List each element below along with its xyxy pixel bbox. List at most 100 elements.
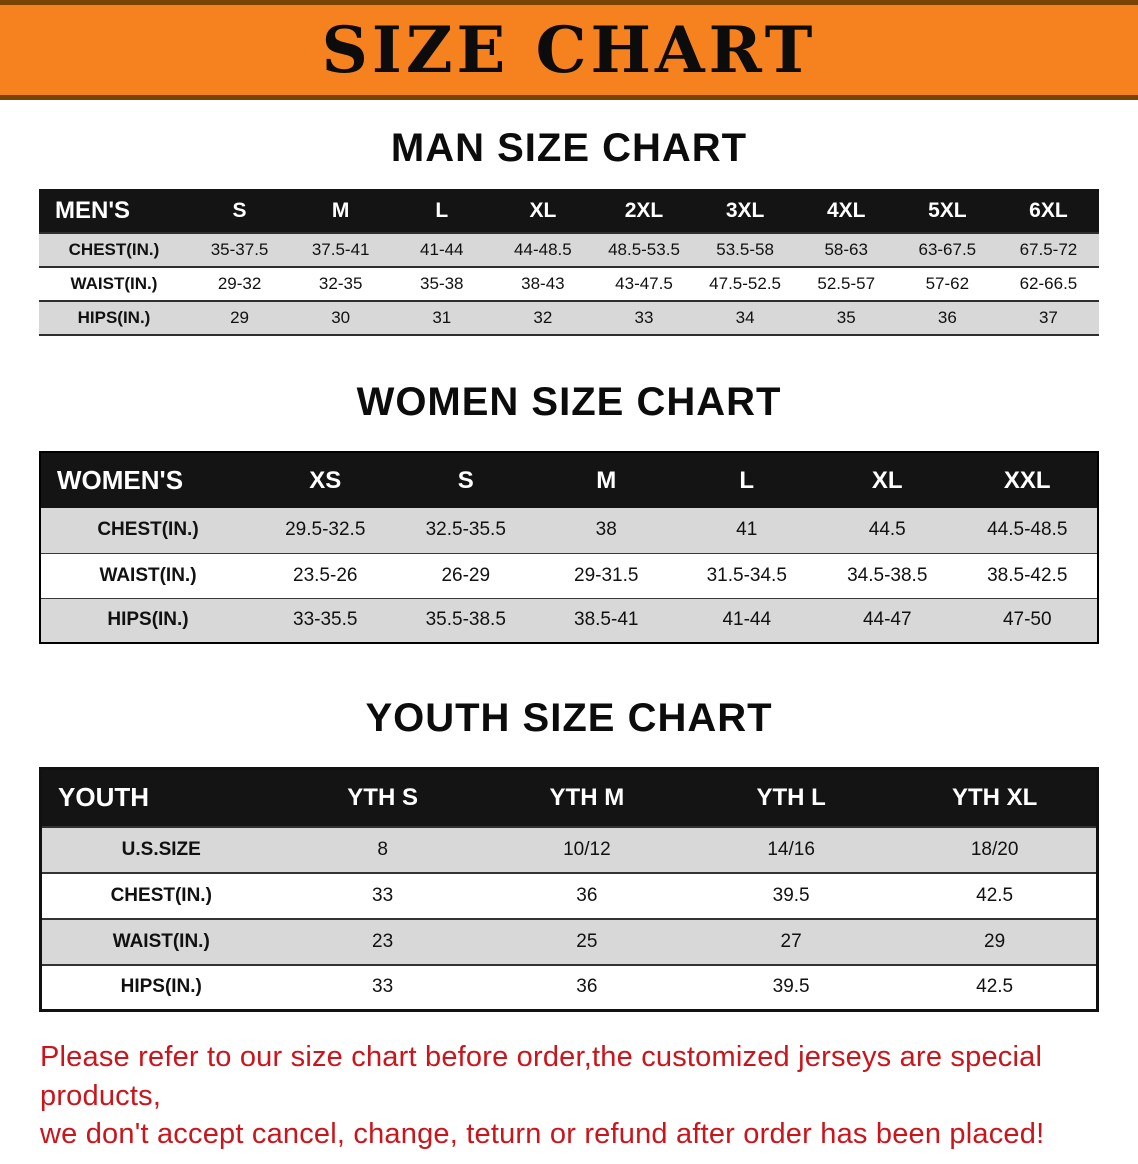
size-value: 8 (377, 838, 388, 860)
size-value: 38 (595, 519, 617, 541)
table-row: HIPS(IN.) 33 36 39.5 42.5 (40, 964, 1098, 1011)
size-column-header: 2XL (593, 189, 695, 233)
size-column-header: XXL (957, 452, 1098, 508)
men-size-section: MAN SIZE CHART MEN'S S M L XL 2XL 3XL 4XL 5XL 6XL… (0, 126, 1138, 336)
size-value: 34 (735, 308, 755, 327)
size-column-header: S (189, 189, 291, 233)
size-value: 34.5-38.5 (847, 564, 928, 586)
page-title: SIZE CHART (321, 12, 817, 88)
table-row: HIPS(IN.) 29 30 31 32 33 34 35 36 37 (39, 301, 1099, 335)
size-value: 43-47.5 (615, 274, 673, 293)
size-value: 31 (432, 308, 452, 327)
size-value: 41-44 (722, 609, 772, 631)
size-value: 23 (372, 930, 394, 952)
table-row: WAIST(IN.) 29-32 32-35 35-38 38-43 43-47.5 47.… (39, 267, 1099, 301)
size-value: 14/16 (767, 838, 815, 860)
table-corner-label: MEN'S (39, 189, 189, 233)
size-value: 53.5-58 (716, 240, 774, 259)
women-size-table: WOMEN'S XS S M L XL XXL CHEST(IN.) 29.5-32.5 32.5… (39, 451, 1099, 644)
size-value: 44.5 (868, 519, 906, 541)
size-value: 32 (533, 308, 553, 327)
table-row: CHEST(IN.) 29.5-32.5 32.5-35.5 38 41 44.5 44.5… (40, 508, 1098, 553)
size-column-header: L (676, 452, 817, 508)
size-column-header: YTH S (280, 768, 485, 827)
women-section-title: WOMEN SIZE CHART (356, 380, 782, 424)
size-value: 29 (984, 930, 1006, 952)
size-column-header: XS (255, 452, 396, 508)
size-value: 57-62 (925, 274, 970, 293)
size-value: 35 (836, 308, 856, 327)
size-value: 41-44 (420, 240, 464, 259)
size-value: 42.5 (976, 884, 1014, 906)
table-header-row: YOUTH YTH S YTH M YTH L YTH XL (40, 768, 1098, 827)
table-corner-label: WOMEN'S (40, 452, 255, 508)
table-header-row: WOMEN'S XS S M L XL XXL (40, 452, 1098, 508)
size-value: 32-35 (318, 274, 363, 293)
size-value: 48.5-53.5 (608, 240, 680, 259)
size-value: 23.5-26 (293, 564, 358, 586)
size-value: 35.5-38.5 (425, 609, 506, 631)
size-column-header: S (395, 452, 536, 508)
row-label: CHEST(IN.) (68, 240, 160, 259)
size-value: 31.5-34.5 (706, 564, 787, 586)
men-section-title: MAN SIZE CHART (390, 126, 748, 170)
size-value: 36 (576, 976, 598, 998)
size-column-header: L (391, 189, 493, 233)
size-value: 47.5-52.5 (709, 274, 782, 293)
size-value: 62-66.5 (1019, 274, 1078, 293)
size-column-header: YTH M (484, 768, 689, 827)
disclaimer-line: we don't accept cancel, change, teturn o… (40, 1118, 1045, 1151)
size-value: 29 (230, 308, 250, 327)
table-header-row: MEN'S S M L XL 2XL 3XL 4XL 5XL 6XL (39, 189, 1099, 233)
table-row: WAIST(IN.) 23.5-26 26-29 29-31.5 31.5-34.5 34… (40, 553, 1098, 598)
size-value: 42.5 (976, 976, 1014, 998)
size-value: 58-63 (824, 240, 868, 259)
size-value: 29-32 (217, 274, 262, 293)
size-value: 52.5-57 (817, 274, 876, 293)
size-column-header: YTH L (689, 768, 894, 827)
men-size-table: MEN'S S M L XL 2XL 3XL 4XL 5XL 6XL CHEST(IN.) 35-37… (39, 189, 1099, 336)
size-value: 33 (372, 884, 394, 906)
disclaimer-line: Please refer to our size chart before or… (40, 1041, 1043, 1112)
table-row: CHEST(IN.) 35-37.5 37.5-41 41-44 44-48.5 48.5… (39, 233, 1099, 267)
size-value: 36 (576, 884, 598, 906)
size-column-header: 3XL (694, 189, 796, 233)
size-value: 38-43 (521, 274, 565, 293)
size-column-header: 6XL (997, 189, 1099, 233)
size-value: 27 (780, 930, 802, 952)
size-value: 41 (736, 519, 758, 541)
size-column-header: 4XL (795, 189, 897, 233)
size-value: 38.5-42.5 (987, 564, 1068, 586)
size-value: 44.5-48.5 (987, 519, 1068, 541)
women-size-section: WOMEN SIZE CHART WOMEN'S XS S M L XL XXL CHEST(… (0, 380, 1138, 644)
youth-section-title: YOUTH SIZE CHART (365, 696, 773, 740)
banner: SIZE CHART (0, 0, 1138, 100)
row-label: WAIST(IN.) (112, 930, 210, 952)
size-value: 32.5-35.5 (425, 519, 506, 541)
size-value: 35-38 (420, 274, 464, 293)
size-value: 29-31.5 (574, 564, 639, 586)
size-value: 30 (331, 308, 351, 327)
size-value: 33-35.5 (293, 609, 358, 631)
size-column-header: M (536, 452, 677, 508)
row-label: CHEST(IN.) (97, 519, 199, 541)
youth-size-section: YOUTH SIZE CHART YOUTH YTH S YTH M YTH L YTH… (0, 696, 1138, 1012)
row-label: HIPS(IN.) (107, 609, 189, 631)
size-column-header: XL (817, 452, 958, 508)
size-value: 26-29 (441, 564, 491, 586)
size-value: 39.5 (772, 884, 810, 906)
size-value: 39.5 (772, 976, 810, 998)
size-value: 37 (1038, 308, 1058, 327)
size-value: 36 (937, 308, 957, 327)
table-row: CHEST(IN.) 33 36 39.5 42.5 (40, 872, 1098, 919)
size-value: 33 (372, 976, 394, 998)
size-value: 44-48.5 (514, 240, 572, 259)
size-value: 35-37.5 (210, 240, 269, 259)
row-label: U.S.SIZE (121, 838, 201, 860)
table-row: U.S.SIZE 8 10/12 14/16 18/20 (40, 826, 1098, 873)
size-value: 25 (576, 930, 598, 952)
row-label: CHEST(IN.) (110, 884, 212, 906)
row-label: HIPS(IN.) (77, 308, 151, 327)
size-column-header: YTH XL (893, 768, 1098, 827)
row-label: WAIST(IN.) (70, 274, 158, 293)
